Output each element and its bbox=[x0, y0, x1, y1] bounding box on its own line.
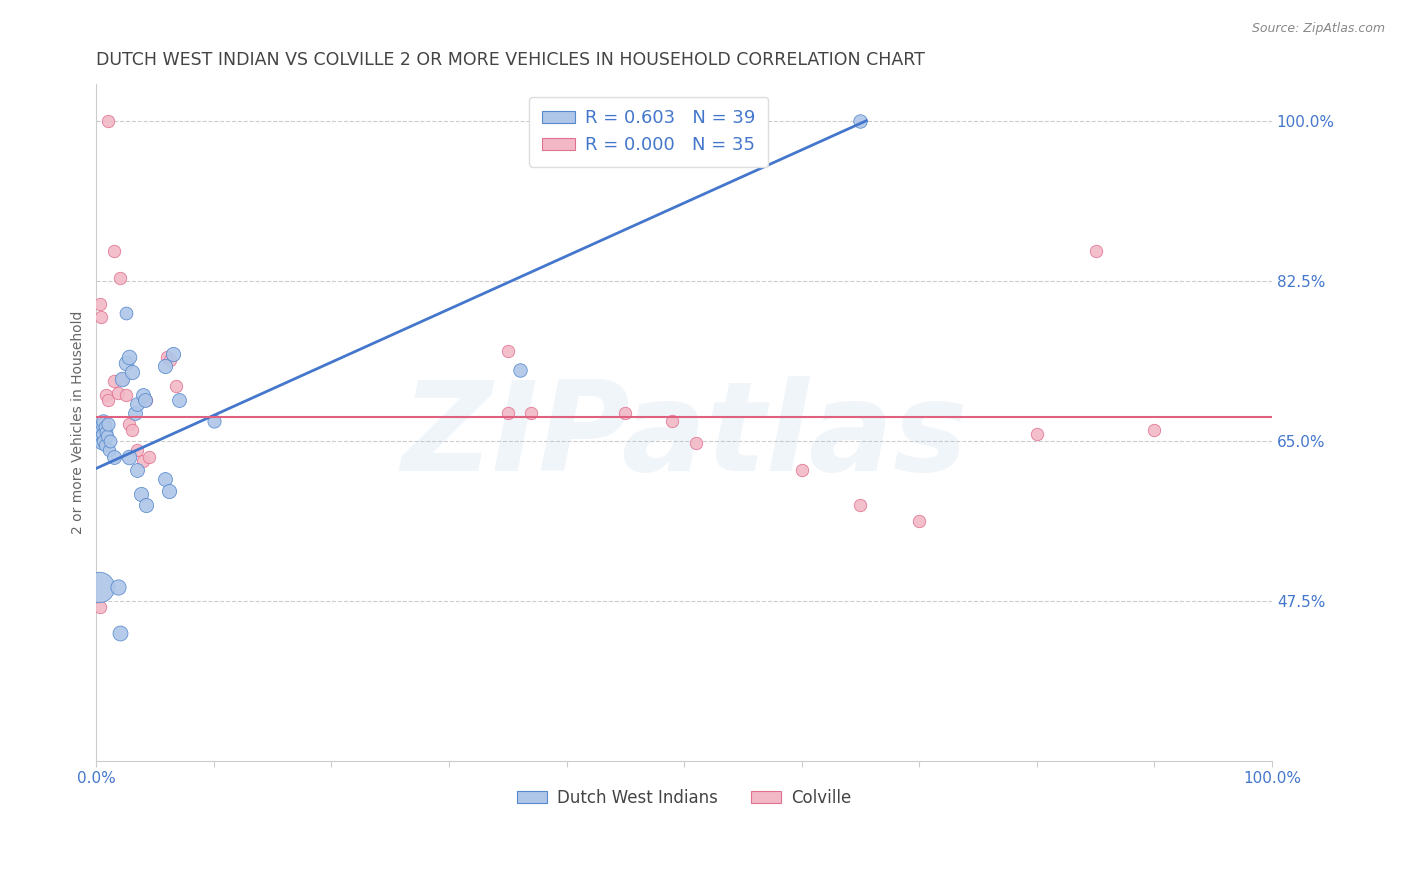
Point bbox=[159, 353, 181, 368]
Point bbox=[135, 392, 157, 407]
Point bbox=[103, 375, 125, 389]
Point bbox=[94, 388, 117, 402]
Point bbox=[94, 425, 117, 439]
Point bbox=[93, 420, 115, 434]
Point bbox=[91, 417, 114, 432]
Point bbox=[520, 407, 543, 421]
Point bbox=[90, 435, 112, 450]
Text: DUTCH WEST INDIAN VS COLVILLE 2 OR MORE VEHICLES IN HOUSEHOLD CORRELATION CHART: DUTCH WEST INDIAN VS COLVILLE 2 OR MORE … bbox=[97, 51, 925, 69]
Point bbox=[135, 498, 157, 512]
Point bbox=[97, 417, 120, 432]
Point bbox=[91, 426, 114, 441]
Point bbox=[96, 429, 118, 443]
Point bbox=[118, 450, 141, 465]
Point bbox=[1084, 244, 1107, 258]
Point bbox=[127, 463, 149, 477]
Point bbox=[108, 626, 131, 640]
Point bbox=[167, 392, 190, 407]
Point bbox=[107, 580, 129, 594]
Point bbox=[107, 386, 129, 401]
Point bbox=[114, 306, 136, 320]
Point bbox=[1143, 423, 1166, 437]
Text: Source: ZipAtlas.com: Source: ZipAtlas.com bbox=[1251, 22, 1385, 36]
Point bbox=[138, 450, 160, 465]
Point bbox=[100, 434, 122, 448]
Point bbox=[97, 113, 120, 128]
Text: ZIPatlas: ZIPatlas bbox=[401, 376, 967, 497]
Y-axis label: 2 or more Vehicles in Household: 2 or more Vehicles in Household bbox=[72, 311, 86, 534]
Point bbox=[908, 515, 931, 529]
Point bbox=[790, 463, 813, 477]
Point bbox=[614, 407, 637, 421]
Point bbox=[1025, 426, 1047, 441]
Point bbox=[509, 362, 531, 376]
Point bbox=[87, 580, 110, 594]
Point bbox=[118, 350, 141, 364]
Point bbox=[496, 344, 519, 359]
Point bbox=[849, 113, 872, 128]
Point bbox=[127, 443, 149, 458]
Point bbox=[685, 435, 707, 450]
Point bbox=[849, 498, 872, 512]
Point bbox=[156, 350, 179, 364]
Point bbox=[134, 392, 156, 407]
Point bbox=[89, 600, 111, 615]
Point bbox=[132, 454, 155, 468]
Point bbox=[165, 379, 187, 393]
Point bbox=[121, 365, 143, 379]
Point bbox=[153, 359, 176, 373]
Point bbox=[121, 423, 143, 437]
Point bbox=[132, 388, 155, 402]
Point bbox=[111, 372, 134, 386]
Point bbox=[496, 407, 519, 421]
Point bbox=[127, 397, 149, 411]
Point bbox=[97, 392, 120, 407]
Point bbox=[118, 417, 141, 432]
Point bbox=[93, 425, 115, 439]
Point bbox=[90, 429, 112, 443]
Point bbox=[202, 414, 225, 428]
Point bbox=[124, 407, 146, 421]
Point bbox=[93, 417, 115, 432]
Point bbox=[98, 443, 121, 458]
Point bbox=[114, 356, 136, 370]
Point bbox=[93, 434, 115, 448]
Point bbox=[153, 472, 176, 486]
Point bbox=[103, 244, 125, 258]
Point bbox=[157, 484, 180, 499]
Point bbox=[89, 425, 111, 439]
Point bbox=[661, 414, 683, 428]
Point bbox=[108, 271, 131, 285]
Point bbox=[93, 414, 115, 428]
Point bbox=[162, 347, 184, 361]
Point bbox=[103, 450, 125, 465]
Point bbox=[93, 438, 115, 452]
Point bbox=[114, 388, 136, 402]
Point bbox=[129, 487, 152, 501]
Point bbox=[111, 372, 134, 386]
Point bbox=[89, 296, 111, 310]
Legend: Dutch West Indians, Colville: Dutch West Indians, Colville bbox=[510, 782, 858, 814]
Point bbox=[90, 310, 112, 325]
